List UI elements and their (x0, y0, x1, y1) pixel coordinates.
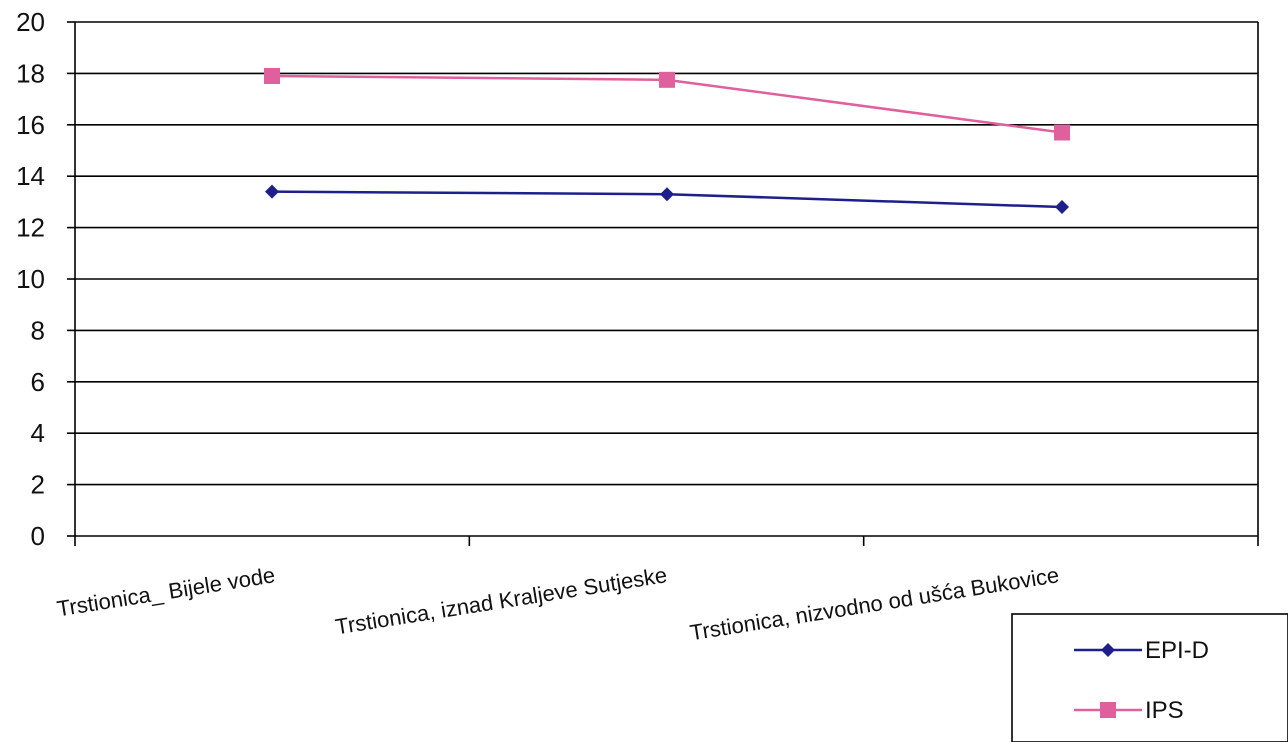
y-tick-label: 18 (16, 58, 45, 88)
series-ips (264, 67, 1070, 141)
legend-box (1011, 613, 1288, 742)
x-tick-label: Trstionica_ Bijele vode (55, 562, 277, 621)
series-epi-d (265, 184, 1069, 215)
legend-label: EPI-D (1145, 637, 1209, 664)
y-tick-label: 2 (31, 470, 45, 500)
y-tick-label: 6 (31, 367, 45, 397)
legend-marker (1100, 702, 1116, 718)
data-point (265, 184, 279, 199)
y-tick-label: 0 (31, 521, 45, 551)
y-tick-label: 12 (16, 213, 45, 243)
data-point (660, 187, 674, 202)
gridlines (75, 21, 1258, 486)
series-group (264, 67, 1070, 215)
data-point (264, 67, 280, 84)
data-point (659, 71, 675, 88)
x-axis-tick-labels: Trstionica_ Bijele vode Trstionica, iznad… (55, 562, 1061, 645)
y-tick-label: 4 (31, 418, 45, 448)
axes (67, 21, 1259, 546)
x-tick-label: Trstionica, nizvodno od ušća Bukovice (688, 562, 1061, 645)
legend-marker (1101, 643, 1115, 657)
y-tick-label: 14 (16, 161, 45, 191)
data-point (1055, 200, 1069, 215)
y-tick-label: 16 (16, 110, 45, 140)
legend: EPI-D IPS (1011, 613, 1288, 742)
legend-label: IPS (1145, 697, 1184, 724)
y-tick-label: 8 (31, 315, 45, 345)
y-tick-label: 10 (16, 264, 45, 294)
data-point (1054, 124, 1070, 141)
y-axis-tick-labels: 0 2 4 6 8 10 12 14 16 18 20 (16, 7, 45, 551)
x-tick-label: Trstionica, iznad Kraljeve Sutjeske (334, 562, 669, 639)
y-tick-label: 20 (16, 7, 45, 37)
